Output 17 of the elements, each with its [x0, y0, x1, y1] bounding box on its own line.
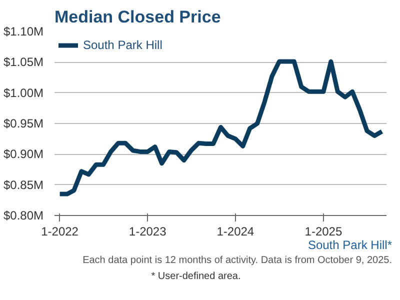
chart-title: Median Closed Price: [54, 8, 221, 26]
text: South Park Hill*: [308, 238, 392, 252]
x-tick-label: 1-2024: [216, 224, 254, 238]
text: * User-defined area.: [151, 270, 241, 284]
text: Each data point is 12 months of activity. Data is from October 9, 2025.: [82, 254, 392, 268]
line-series: [58, 59, 384, 196]
y-tick-label: $1.00M: [3, 86, 44, 100]
x-tick-label: 1-2025: [304, 224, 342, 238]
y-tick-label: $1.05M: [3, 55, 44, 70]
y-tick-label: $1.10M: [3, 24, 44, 38]
legend-label: South Park Hill: [83, 38, 162, 52]
x-tick-label: 1-2023: [128, 224, 167, 238]
y-tick-label: $0.80M: [3, 208, 44, 222]
x-tick-label: 1-2022: [41, 224, 79, 238]
y-tick-label: $0.90M: [3, 147, 44, 162]
y-tick-label: $0.95M: [3, 116, 44, 130]
y-tick-label: $0.85M: [3, 178, 44, 192]
